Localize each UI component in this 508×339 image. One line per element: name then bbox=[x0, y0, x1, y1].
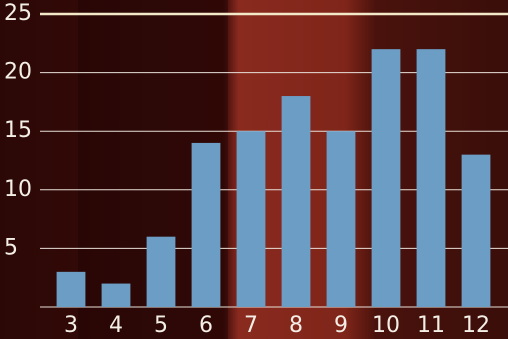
x-tick-label: 3 bbox=[64, 313, 78, 338]
x-tick-label: 10 bbox=[372, 313, 400, 338]
bar bbox=[281, 96, 311, 307]
y-tick-label: 5 bbox=[4, 235, 18, 260]
bar bbox=[371, 49, 401, 307]
bar bbox=[326, 131, 356, 307]
y-tick-label: 20 bbox=[4, 60, 32, 85]
bar bbox=[416, 49, 446, 307]
y-tick-label: 25 bbox=[4, 1, 32, 26]
bar bbox=[101, 283, 131, 307]
bar bbox=[461, 154, 491, 307]
x-tick-label: 7 bbox=[244, 313, 258, 338]
bar bbox=[191, 142, 221, 307]
x-tick-label: 12 bbox=[462, 313, 490, 338]
x-tick-label: 6 bbox=[199, 313, 213, 338]
y-tick-label: 10 bbox=[4, 177, 32, 202]
bar bbox=[146, 236, 176, 307]
bar bbox=[236, 131, 266, 307]
y-tick-label: 15 bbox=[4, 118, 32, 143]
x-tick-label: 8 bbox=[289, 313, 303, 338]
x-tick-label: 5 bbox=[154, 313, 168, 338]
x-tick-label: 4 bbox=[109, 313, 123, 338]
x-tick-label: 11 bbox=[417, 313, 445, 338]
bar bbox=[56, 271, 86, 307]
x-tick-label: 9 bbox=[334, 313, 348, 338]
